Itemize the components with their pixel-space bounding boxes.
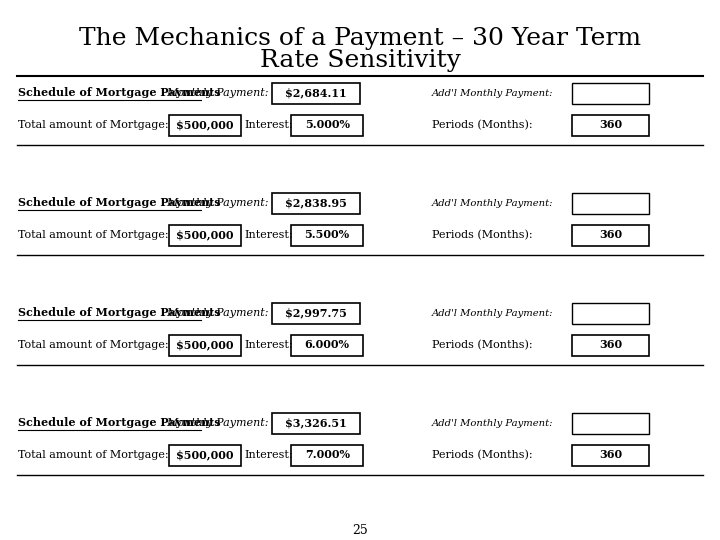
- FancyBboxPatch shape: [572, 83, 649, 104]
- Text: Periods (Months):: Periods (Months):: [431, 340, 532, 350]
- FancyBboxPatch shape: [169, 115, 240, 136]
- FancyBboxPatch shape: [272, 303, 360, 324]
- FancyBboxPatch shape: [272, 413, 360, 434]
- Text: Periods (Months):: Periods (Months):: [431, 120, 532, 130]
- Text: Periods (Months):: Periods (Months):: [431, 450, 532, 460]
- Text: Total amount of Mortgage:: Total amount of Mortgage:: [18, 450, 168, 460]
- Text: Interest:: Interest:: [245, 340, 293, 350]
- Text: $500,000: $500,000: [176, 340, 233, 350]
- Text: 5.500%: 5.500%: [305, 230, 350, 240]
- FancyBboxPatch shape: [272, 83, 360, 104]
- Text: $500,000: $500,000: [176, 230, 233, 240]
- Text: Add'l Monthly Payment:: Add'l Monthly Payment:: [431, 308, 553, 318]
- Text: Monthly Payment:: Monthly Payment:: [166, 308, 269, 318]
- FancyBboxPatch shape: [572, 303, 649, 324]
- Text: Add'l Monthly Payment:: Add'l Monthly Payment:: [431, 418, 553, 428]
- Text: 25: 25: [352, 523, 368, 537]
- Text: $500,000: $500,000: [176, 119, 233, 131]
- Text: 360: 360: [599, 449, 622, 461]
- Text: $2,684.11: $2,684.11: [285, 87, 347, 98]
- FancyBboxPatch shape: [292, 445, 363, 466]
- FancyBboxPatch shape: [572, 413, 649, 434]
- Text: Add'l Monthly Payment:: Add'l Monthly Payment:: [431, 199, 553, 207]
- Text: Monthly Payment:: Monthly Payment:: [166, 88, 269, 98]
- Text: Periods (Months):: Periods (Months):: [431, 230, 532, 240]
- Text: $3,326.51: $3,326.51: [285, 417, 347, 429]
- Text: $2,997.75: $2,997.75: [285, 307, 347, 319]
- Text: Monthly Payment:: Monthly Payment:: [166, 198, 269, 208]
- FancyBboxPatch shape: [572, 445, 649, 466]
- Text: Total amount of Mortgage:: Total amount of Mortgage:: [18, 230, 168, 240]
- Text: 7.000%: 7.000%: [305, 449, 350, 461]
- FancyBboxPatch shape: [272, 193, 360, 214]
- FancyBboxPatch shape: [292, 225, 363, 246]
- Text: Schedule of Mortgage Payments: Schedule of Mortgage Payments: [18, 417, 220, 429]
- Text: Rate Sensitivity: Rate Sensitivity: [260, 49, 460, 71]
- Text: 360: 360: [599, 340, 622, 350]
- Text: $500,000: $500,000: [176, 449, 233, 461]
- Text: The Mechanics of a Payment – 30 Year Term: The Mechanics of a Payment – 30 Year Ter…: [79, 26, 641, 50]
- Text: Interest:: Interest:: [245, 120, 293, 130]
- Text: 360: 360: [599, 119, 622, 131]
- Text: 360: 360: [599, 230, 622, 240]
- Text: Total amount of Mortgage:: Total amount of Mortgage:: [18, 120, 168, 130]
- Text: $2,838.95: $2,838.95: [285, 198, 347, 208]
- FancyBboxPatch shape: [572, 225, 649, 246]
- Text: 6.000%: 6.000%: [305, 340, 350, 350]
- Text: Total amount of Mortgage:: Total amount of Mortgage:: [18, 340, 168, 350]
- FancyBboxPatch shape: [169, 335, 240, 356]
- Text: Interest:: Interest:: [245, 450, 293, 460]
- Text: Interest:: Interest:: [245, 230, 293, 240]
- FancyBboxPatch shape: [169, 445, 240, 466]
- Text: Monthly Payment:: Monthly Payment:: [166, 418, 269, 428]
- FancyBboxPatch shape: [572, 335, 649, 356]
- Text: Schedule of Mortgage Payments: Schedule of Mortgage Payments: [18, 307, 220, 319]
- FancyBboxPatch shape: [572, 115, 649, 136]
- Text: Schedule of Mortgage Payments: Schedule of Mortgage Payments: [18, 87, 220, 98]
- FancyBboxPatch shape: [572, 193, 649, 214]
- Text: Add'l Monthly Payment:: Add'l Monthly Payment:: [431, 89, 553, 98]
- FancyBboxPatch shape: [292, 115, 363, 136]
- FancyBboxPatch shape: [292, 335, 363, 356]
- Text: Schedule of Mortgage Payments: Schedule of Mortgage Payments: [18, 198, 220, 208]
- FancyBboxPatch shape: [169, 225, 240, 246]
- Text: 5.000%: 5.000%: [305, 119, 350, 131]
